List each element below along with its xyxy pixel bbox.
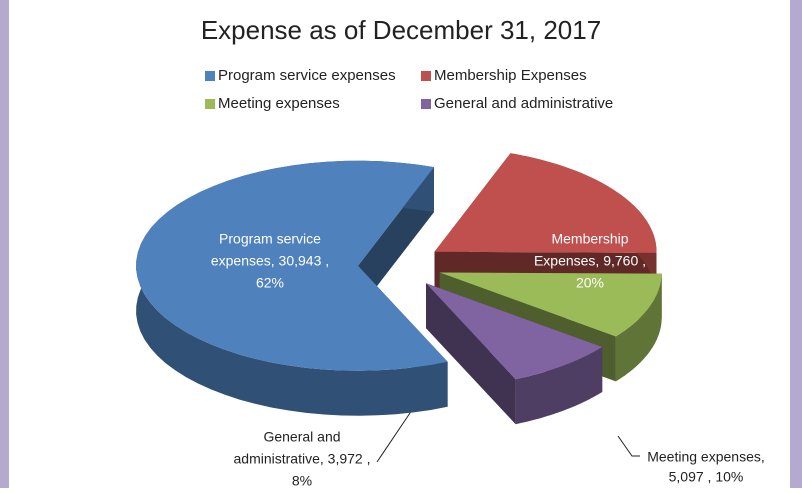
- data-label: 8%: [292, 473, 312, 488]
- data-label: Meeting expenses,: [647, 449, 765, 465]
- data-label: Program service: [219, 231, 321, 247]
- legend-label: General and administrative: [434, 95, 613, 112]
- data-label: administrative, 3,972 ,: [234, 451, 371, 467]
- leader-line: [376, 409, 413, 463]
- legend-label: Membership Expenses: [434, 67, 587, 84]
- data-label: Membership: [551, 231, 628, 247]
- legend-swatch: [205, 99, 215, 109]
- data-label: 20%: [576, 275, 604, 291]
- legend-swatch: [421, 71, 431, 81]
- leader-line: [617, 435, 640, 457]
- legend-swatch: [421, 99, 431, 109]
- chart-title: Expense as of December 31, 2017: [201, 15, 601, 45]
- slice-side: [515, 347, 603, 425]
- slice: [136, 160, 448, 371]
- data-label: General and: [263, 429, 340, 445]
- slice: [434, 153, 657, 253]
- slice: [439, 272, 662, 337]
- legend-label: Program service expenses: [218, 67, 396, 84]
- slice-edge: [426, 283, 516, 425]
- slice-side: [615, 273, 662, 382]
- data-label: 5,097 , 10%: [669, 469, 744, 485]
- legend-swatch: [205, 71, 215, 81]
- data-label: Expenses, 9,760 ,: [534, 253, 646, 269]
- legend-label: Meeting expenses: [218, 95, 340, 112]
- data-label: expenses, 30,943 ,: [211, 253, 329, 269]
- data-label: 62%: [256, 275, 284, 291]
- slice: [426, 283, 603, 380]
